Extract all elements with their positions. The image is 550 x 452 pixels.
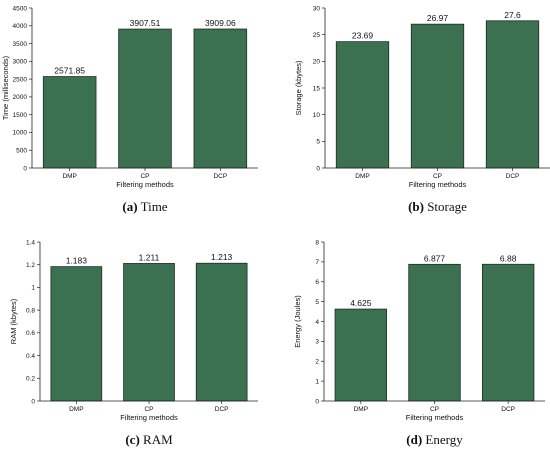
panel-caption: (d) Energy <box>406 432 463 447</box>
bar-dcp <box>481 263 535 402</box>
data-label-cp: 6.877 <box>424 253 446 263</box>
y-tick-label: 3500 <box>13 41 28 48</box>
y-tick-label: 0 <box>23 165 27 172</box>
x-tick-label: DCP <box>215 406 229 413</box>
y-tick-label: 30 <box>313 5 321 12</box>
bar-cp <box>118 28 172 169</box>
y-tick-label: 4 <box>315 319 319 326</box>
caption-letter: (d) <box>406 432 422 447</box>
y-tick-label: 3000 <box>13 59 28 66</box>
data-label-dcp: 1.213 <box>211 252 233 262</box>
bar-dcp <box>193 28 248 169</box>
data-label-dmp: 2571.85 <box>54 66 85 76</box>
x-tick-label: DMP <box>355 173 369 180</box>
panel-caption: (c) RAM <box>125 432 173 447</box>
data-label-cp: 26.97 <box>427 13 449 23</box>
x-tick-label: DCP <box>213 173 227 180</box>
data-label-cp: 3907.51 <box>130 18 161 28</box>
caption-letter: (a) <box>122 199 137 214</box>
y-tick-label: 20 <box>313 59 321 66</box>
data-label-dmp: 23.69 <box>352 31 374 41</box>
y-tick-label: 1 <box>31 285 35 292</box>
caption-text: Energy <box>422 432 463 447</box>
y-tick-label: 1 <box>315 378 319 385</box>
x-tick-label: CP <box>433 173 442 180</box>
y-tick-label: 3 <box>315 339 319 346</box>
data-label-dmp: 4.625 <box>350 298 372 308</box>
y-tick-label: 0 <box>316 165 320 172</box>
x-tick-label: DCP <box>501 406 515 413</box>
y-tick-label: 4500 <box>13 5 28 12</box>
caption-text: RAM <box>140 432 173 447</box>
y-tick-label: 1500 <box>13 112 28 119</box>
y-tick-label: 2000 <box>13 94 28 101</box>
x-axis-title: Filtering methods <box>120 413 178 422</box>
y-axis-title: RAM (kbytes) <box>9 298 18 344</box>
x-tick-label: CP <box>144 406 153 413</box>
y-tick-label: 2 <box>315 359 319 366</box>
bar-dcp <box>485 20 540 169</box>
caption-letter: (b) <box>408 199 424 214</box>
y-tick-label: 0.2 <box>26 376 35 383</box>
y-tick-label: 5 <box>316 139 320 146</box>
x-axis-title: Filtering methods <box>116 180 174 189</box>
data-label-dcp: 3909.06 <box>205 18 236 28</box>
caption-letter: (c) <box>125 432 139 447</box>
data-label-dcp: 27.6 <box>504 10 521 20</box>
y-tick-label: 1.2 <box>26 262 35 269</box>
x-tick-label: DCP <box>506 173 520 180</box>
y-axis-title: Storage (kbytes) <box>294 60 303 116</box>
y-axis-title: Time (milliseconds) <box>1 55 10 120</box>
y-tick-label: 0.8 <box>26 307 35 314</box>
y-tick-label: 500 <box>16 148 27 155</box>
chart-panel-1: 23.69 DMP 26.97 CP 27.6 DCP 0 5 10 15 20 25 30 Filter… <box>294 5 550 214</box>
data-label-cp: 1.211 <box>139 252 160 262</box>
y-tick-label: 0.6 <box>26 330 35 337</box>
bar-dmp <box>42 76 97 169</box>
y-tick-label: 25 <box>313 32 321 39</box>
bar-dmp <box>50 266 103 402</box>
x-tick-label: DMP <box>62 173 76 180</box>
chart-panel-3: 4.625 DMP 6.877 CP 6.88 DCP 0 1 2 3 4 5 6 7 8 Filtering… <box>293 239 545 447</box>
y-tick-label: 8 <box>315 239 319 246</box>
x-tick-label: DMP <box>69 406 83 413</box>
data-label-dmp: 1.183 <box>66 256 88 266</box>
bar-dmp <box>335 41 390 169</box>
panel-caption: (a) Time <box>122 199 167 214</box>
y-tick-label: 6 <box>315 279 319 286</box>
x-axis-title: Filtering methods <box>409 180 467 189</box>
caption-text: Time <box>138 199 168 214</box>
y-axis-title: Energy (Joules) <box>293 295 302 348</box>
bar-cp <box>410 23 465 169</box>
caption-text: Storage <box>424 199 467 214</box>
x-axis-title: Filtering methods <box>406 413 464 422</box>
x-tick-label: CP <box>140 173 149 180</box>
bar-dmp <box>334 308 388 402</box>
y-tick-label: 5 <box>315 299 319 306</box>
y-tick-label: 10 <box>313 112 321 119</box>
y-tick-label: 0.4 <box>26 353 35 360</box>
x-tick-label: DMP <box>354 406 368 413</box>
bar-cp <box>123 263 175 402</box>
bar-cp <box>408 263 461 402</box>
y-tick-label: 2500 <box>13 76 28 83</box>
y-tick-label: 4000 <box>13 23 28 30</box>
y-tick-label: 7 <box>315 259 319 266</box>
y-tick-label: 1.4 <box>26 239 35 246</box>
y-tick-label: 1000 <box>13 130 28 137</box>
y-tick-label: 0 <box>31 398 35 405</box>
x-tick-label: CP <box>430 406 439 413</box>
chart-panel-2: 1.183 DMP 1.211 CP 1.213 DCP 0 0.2 0.4 0.6 0.8 1 1.2… <box>9 239 258 447</box>
y-tick-label: 0 <box>315 398 319 405</box>
data-label-dcp: 6.88 <box>500 253 517 263</box>
chart-panel-0: 2571.85 DMP 3907.51 CP 3909.06 DCP 0 500 1000 150… <box>1 5 258 214</box>
y-tick-label: 15 <box>313 85 321 92</box>
panel-caption: (b) Storage <box>408 199 467 214</box>
bar-dcp <box>195 262 248 402</box>
